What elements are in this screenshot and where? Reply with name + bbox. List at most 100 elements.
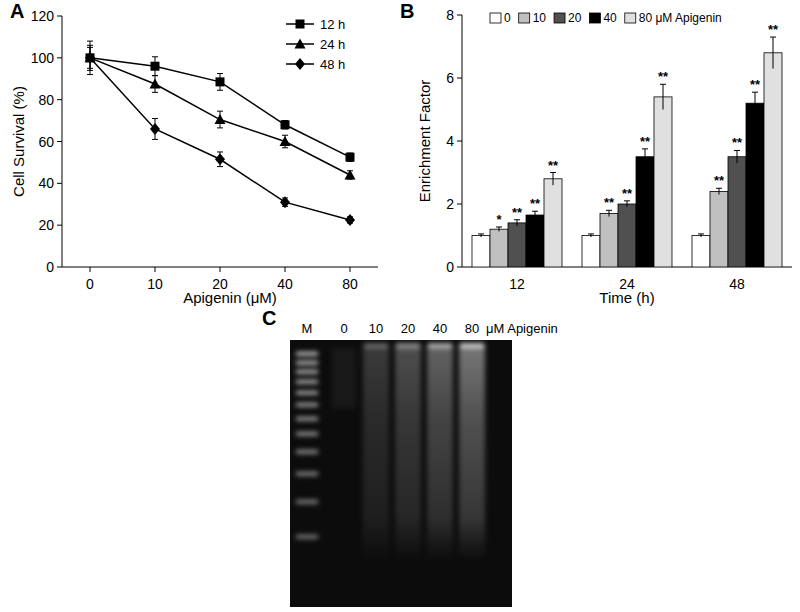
unit-label: μM Apigenin <box>486 321 558 336</box>
ladder-band <box>296 432 318 436</box>
significance: * <box>496 212 502 227</box>
lane-smear <box>459 345 485 560</box>
y-tick-label: 0 <box>446 259 454 275</box>
y-tick <box>57 57 62 58</box>
ladder-band <box>296 450 318 454</box>
y-axis-label: Enrichment Factor <box>416 80 433 203</box>
y-tick-label: 120 <box>31 8 55 24</box>
bar <box>508 223 526 267</box>
figure: A020406080100120010204080Apigenin (μM)Ce… <box>0 0 800 612</box>
legend-swatch <box>554 13 565 23</box>
legend-label: 40 <box>603 11 617 25</box>
error-bar <box>496 227 502 231</box>
panel-a: A020406080100120010204080Apigenin (μM)Ce… <box>10 0 378 306</box>
x-tick-label: 10 <box>147 276 163 292</box>
ladder-band <box>296 380 318 384</box>
bar <box>636 157 654 267</box>
significance: ** <box>658 69 669 84</box>
marker <box>280 196 290 208</box>
error-bar <box>606 210 612 216</box>
series-line <box>90 58 350 220</box>
panel-b: B02468122448Time (h)Enrichment Factor***… <box>400 0 792 306</box>
x-tick <box>90 267 91 272</box>
x-tick-label: 40 <box>277 276 293 292</box>
legend-label: 12 h <box>320 17 345 32</box>
bar <box>544 179 562 267</box>
marker <box>215 153 225 165</box>
legend-swatch <box>490 13 501 23</box>
legend-swatch <box>519 13 530 23</box>
panel-c: CM010204080μM Apigenin <box>262 307 558 607</box>
significance: ** <box>714 173 725 188</box>
error-bar <box>660 84 666 109</box>
y-tick-label: 2 <box>446 196 454 212</box>
ladder-band <box>296 500 318 504</box>
series-line <box>90 58 350 175</box>
marker <box>345 214 355 226</box>
ladder-band <box>296 472 318 476</box>
marker <box>296 20 305 29</box>
ladder-band <box>296 391 318 395</box>
lane-label: 40 <box>433 321 447 336</box>
x-tick-label: 12 <box>509 276 525 292</box>
marker <box>295 39 306 49</box>
well <box>428 343 452 348</box>
error-bar <box>642 149 648 165</box>
well <box>396 343 420 348</box>
marker <box>346 153 355 162</box>
marker <box>281 120 290 129</box>
bar <box>618 204 636 267</box>
lane-smear <box>363 345 389 560</box>
x-tick <box>220 267 221 272</box>
y-tick <box>57 99 62 100</box>
lane-label: M <box>302 321 313 336</box>
bar <box>764 53 782 267</box>
y-tick <box>457 204 462 205</box>
ladder-band <box>296 352 318 356</box>
ladder-band <box>296 403 318 407</box>
gel-image <box>296 343 485 560</box>
error-bar <box>624 201 630 207</box>
error-bar <box>734 150 740 163</box>
lane-smear <box>332 348 356 408</box>
significance: ** <box>750 77 761 92</box>
error-bar <box>752 92 758 114</box>
x-tick <box>350 267 351 272</box>
y-tick <box>457 141 462 142</box>
legend: 12 h24 h48 h <box>286 17 345 72</box>
y-tick <box>457 15 462 16</box>
error-bar <box>770 37 776 69</box>
significance: ** <box>640 134 651 149</box>
gel-background <box>290 340 512 607</box>
legend-swatch <box>589 13 600 23</box>
panel-label: C <box>262 307 276 329</box>
bar <box>582 236 600 268</box>
ladder-band <box>296 417 318 421</box>
marker <box>215 114 226 124</box>
x-tick-label: 0 <box>86 276 94 292</box>
legend-swatch <box>625 13 636 23</box>
ladder-band <box>296 370 318 374</box>
y-tick <box>457 267 462 268</box>
y-tick-label: 4 <box>446 133 454 149</box>
bar <box>490 229 508 267</box>
significance: ** <box>622 186 633 201</box>
significance: ** <box>548 158 559 173</box>
y-tick <box>57 183 62 184</box>
significance: ** <box>732 135 743 150</box>
x-tick-label: 80 <box>342 276 358 292</box>
marker <box>295 58 305 70</box>
bar <box>526 215 544 267</box>
lane-smear <box>395 345 421 560</box>
well <box>460 343 484 348</box>
y-tick-label: 8 <box>446 7 454 23</box>
error-bar <box>478 234 484 237</box>
lane-label: 0 <box>340 321 347 336</box>
y-tick-label: 60 <box>38 134 54 150</box>
y-tick-label: 80 <box>38 92 54 108</box>
marker <box>150 123 160 135</box>
bar <box>710 191 728 267</box>
bar <box>600 213 618 267</box>
y-tick <box>57 16 62 17</box>
lane-label: 10 <box>369 321 383 336</box>
